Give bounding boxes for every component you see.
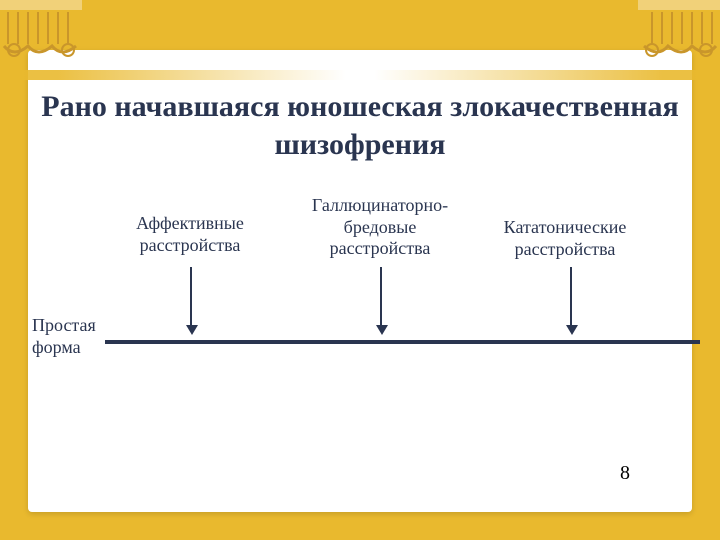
arrow-1 bbox=[380, 267, 382, 327]
diagram-area: Аффективныерасстройства Галлюцинаторно-б… bbox=[40, 195, 680, 395]
slide-root: Рано начавшаяся юношеская злокачественна… bbox=[0, 0, 720, 540]
column-label-1: Галлюцинаторно-бредовыерасстройства bbox=[295, 195, 465, 260]
ionic-column-right-icon bbox=[638, 0, 720, 58]
ionic-column-left-icon bbox=[0, 0, 82, 58]
column-label-2: Кататоническиерасстройства bbox=[480, 217, 650, 260]
arrow-2 bbox=[570, 267, 572, 327]
column-label-0: Аффективныерасстройства bbox=[105, 213, 275, 256]
baseline-label: Простаяформа bbox=[32, 315, 96, 358]
slide-title: Рано начавшаяся юношеская злокачественна… bbox=[0, 88, 720, 163]
accent-gradient-bar bbox=[0, 70, 720, 80]
arrow-0 bbox=[190, 267, 192, 327]
baseline bbox=[105, 340, 700, 344]
page-number: 8 bbox=[620, 462, 630, 485]
